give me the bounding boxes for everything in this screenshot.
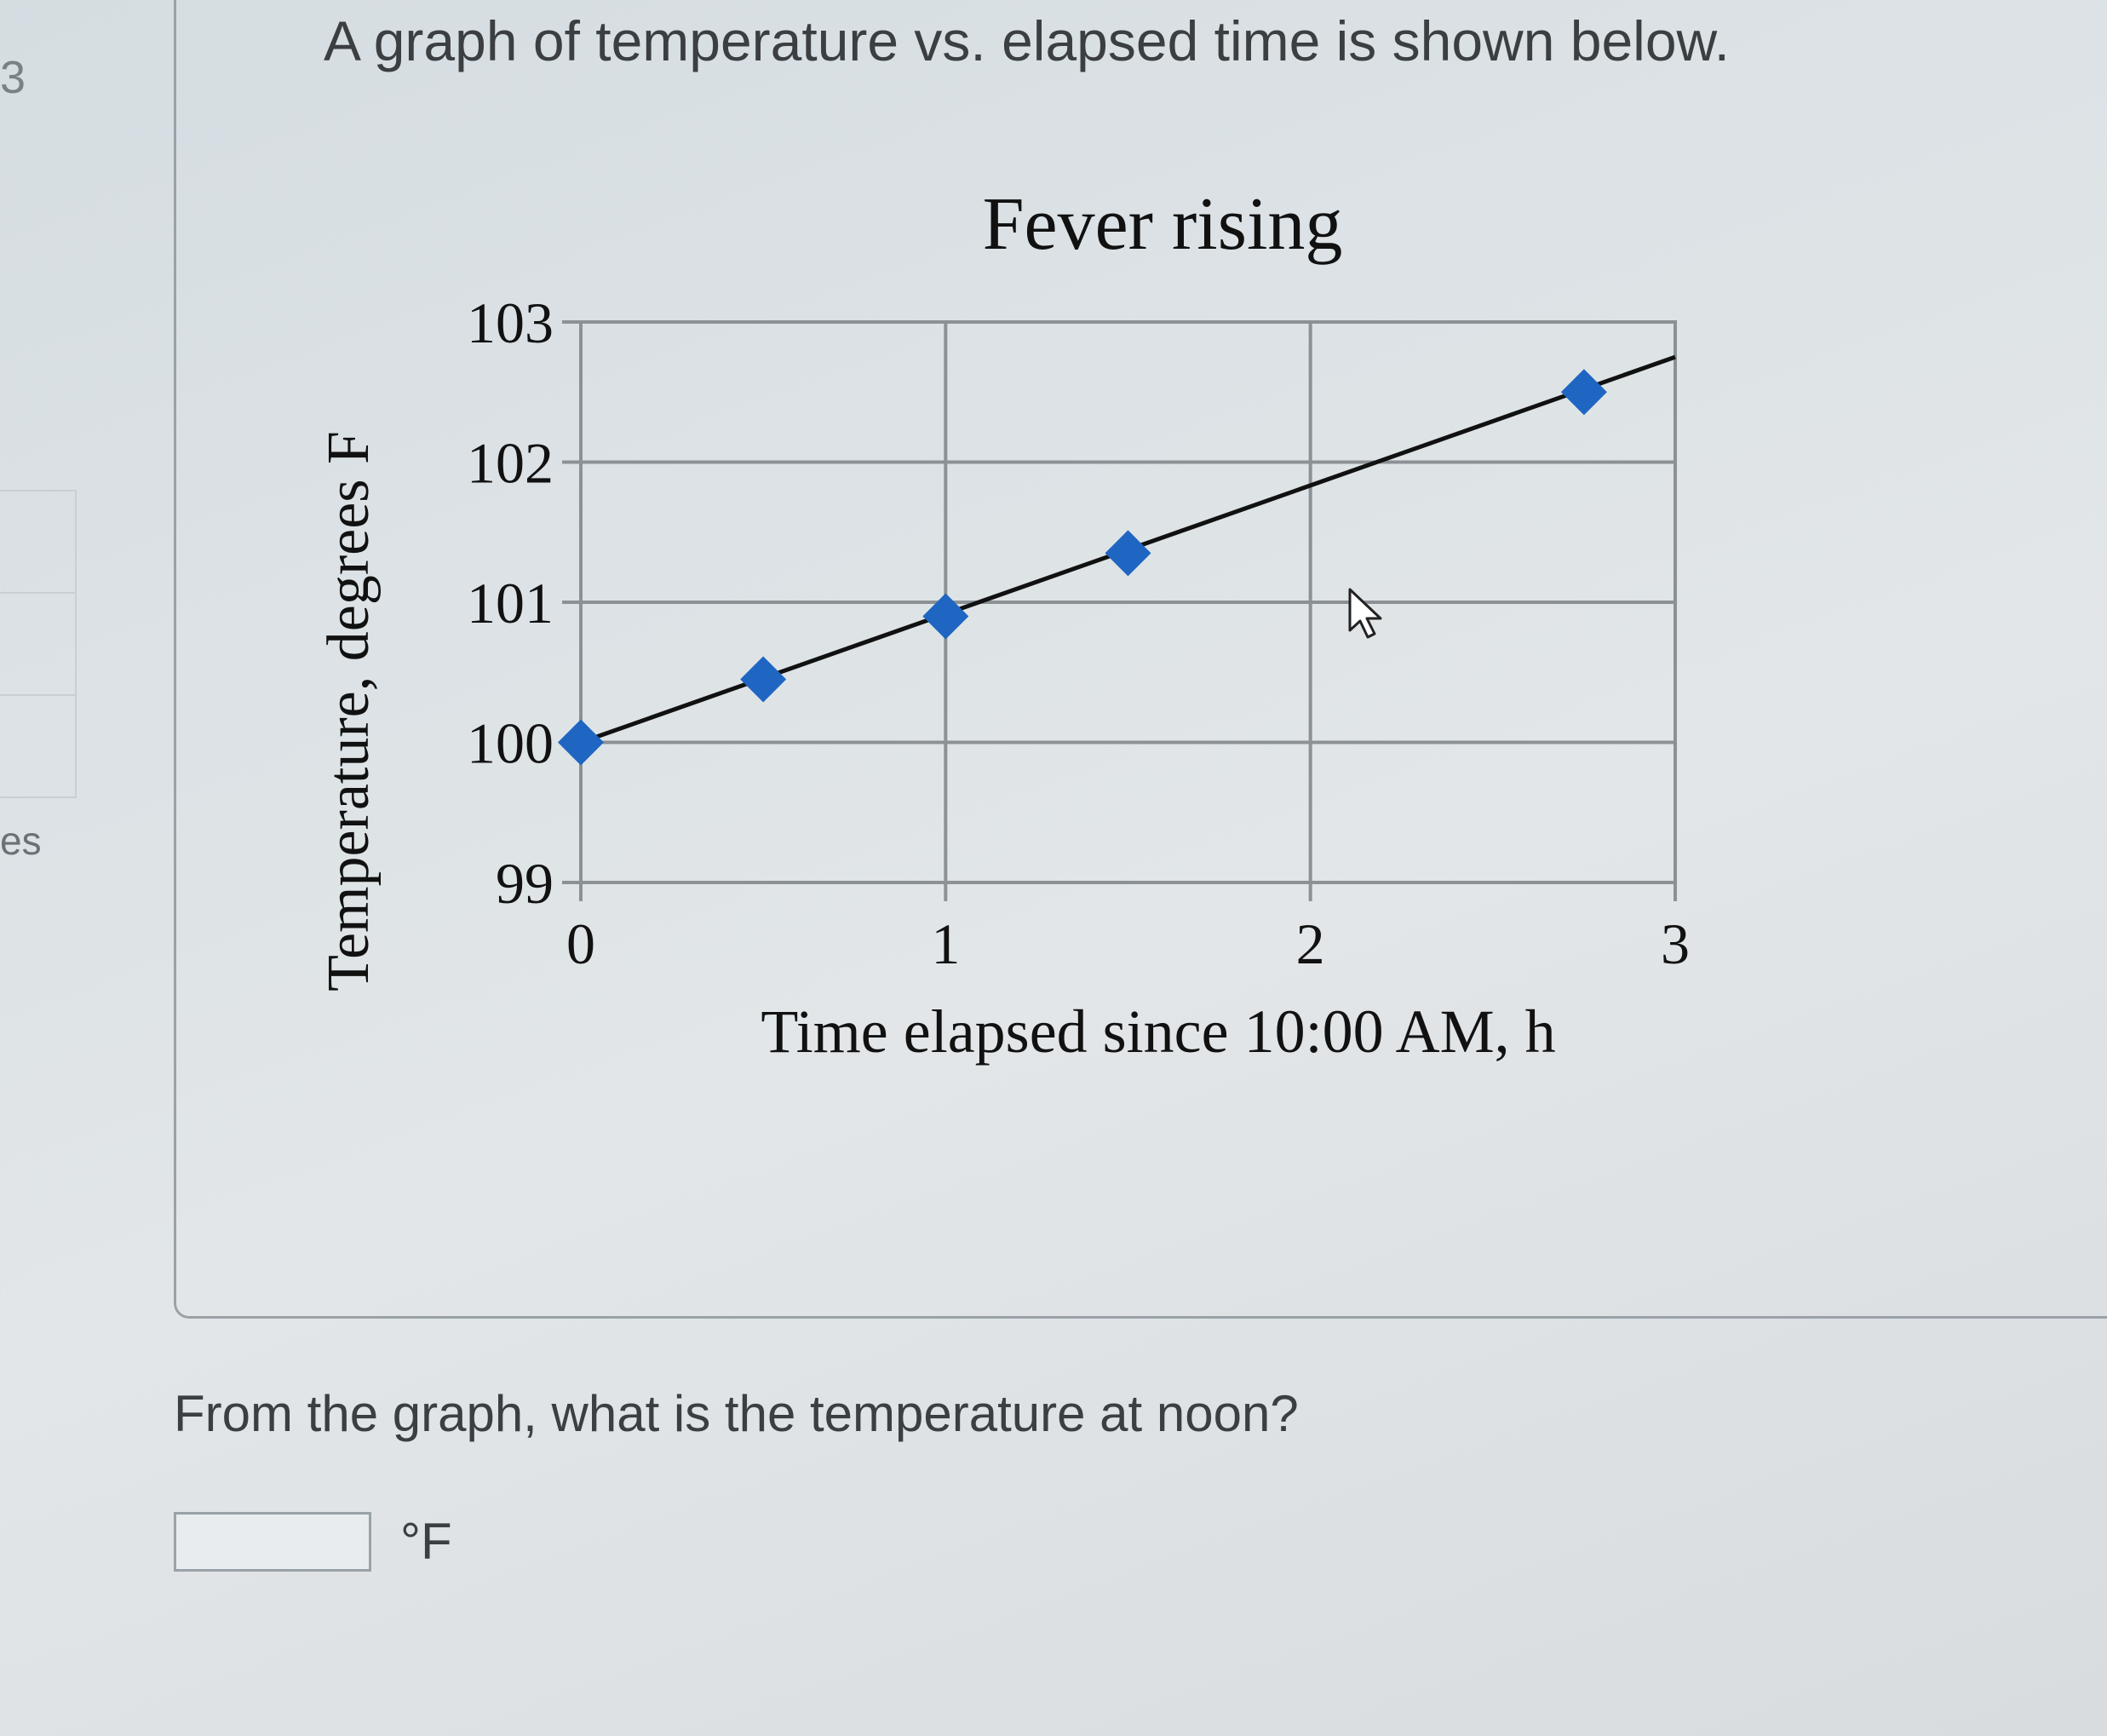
data-point: [558, 719, 604, 766]
x-tick-label: 1: [931, 911, 960, 976]
sidebar-item[interactable]: [0, 694, 77, 798]
data-point: [740, 656, 787, 703]
left-sidebar-strip: 3 es: [0, 0, 78, 1736]
data-point: [922, 593, 969, 640]
y-tick-label: 103: [467, 290, 554, 355]
answer-unit: °F: [400, 1513, 452, 1570]
y-tick-label: 100: [467, 711, 554, 776]
chart-tick-labels: 99 100 101 102 103 0 1 2 3: [467, 290, 1690, 976]
sidebar-item[interactable]: [0, 490, 77, 594]
x-tick-label: 3: [1661, 911, 1690, 976]
chart-gridlines: [562, 320, 1677, 901]
y-axis-label: Temperature, degrees F: [316, 431, 382, 992]
intro-text: A graph of temperature vs. elapsed time …: [324, 9, 1730, 72]
data-point: [1560, 369, 1607, 416]
chart-axes: [579, 320, 1677, 884]
x-tick-label: 0: [566, 911, 595, 976]
x-tick-label: 2: [1296, 911, 1325, 976]
data-point: [1105, 530, 1151, 577]
chart-title: Fever rising: [983, 183, 1343, 266]
sidebar-partial-label: es: [0, 819, 42, 863]
sidebar-item[interactable]: [0, 592, 77, 696]
y-tick-label: 99: [496, 851, 554, 916]
y-tick-label: 101: [467, 571, 554, 635]
y-tick-label: 102: [467, 431, 554, 496]
sidebar-question-number[interactable]: 3: [0, 52, 26, 103]
plot-frame: [579, 320, 1677, 884]
question-card: [174, 0, 2107, 1319]
chart-points: [558, 369, 1607, 766]
fever-chart: Fever rising 99 100 101 102 103 0 1 2 3 Time ela…: [316, 183, 1690, 1066]
x-axis-label: Time elapsed since 10:00 AM, h: [761, 997, 1555, 1066]
mouse-cursor-icon: [1348, 588, 1382, 639]
question-text: From the graph, what is the temperature …: [174, 1385, 1299, 1442]
answer-input[interactable]: [174, 1512, 371, 1572]
